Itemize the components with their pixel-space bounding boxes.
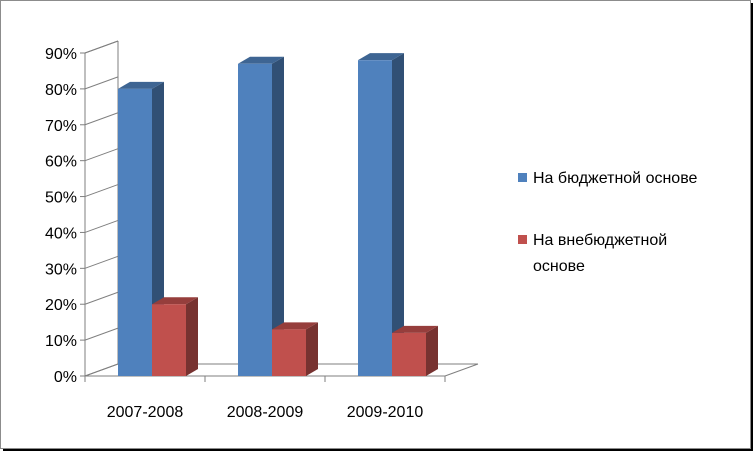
bar-side <box>272 56 284 377</box>
y-tick-label: 0% <box>54 369 77 386</box>
y-tick-depth <box>84 219 119 233</box>
bar-side <box>426 325 438 376</box>
y-tick-label: 30% <box>45 261 77 278</box>
x-tick-label: 2009-2010 <box>347 404 424 421</box>
y-tick-label: 80% <box>45 82 77 99</box>
bar-front <box>118 88 152 376</box>
y-tick-depth <box>84 327 119 341</box>
y-tick-depth <box>84 184 119 198</box>
bar-front <box>358 60 392 377</box>
bar-extrabudget-2008-2009 <box>272 322 318 376</box>
legend-swatch-extrabudget <box>518 235 527 244</box>
bar-front <box>152 304 186 376</box>
bar-side <box>186 297 198 376</box>
bar-top <box>238 56 284 64</box>
bar-top <box>152 297 198 305</box>
legend-swatch-budget <box>518 173 527 182</box>
y-tick-label: 40% <box>45 225 77 242</box>
y-tick-label: 90% <box>45 46 77 63</box>
y-tick-depth <box>84 40 119 54</box>
bar-extrabudget-2007-2008 <box>152 297 198 376</box>
bar-side <box>306 322 318 376</box>
y-tick-label: 20% <box>45 297 77 314</box>
y-tick-label: 50% <box>45 190 77 207</box>
y-tick-label: 70% <box>45 118 77 135</box>
x-tick-label: 2007-2008 <box>107 404 184 421</box>
bar-budget-2009-2010 <box>358 53 404 377</box>
y-tick-label: 60% <box>45 154 77 171</box>
y-tick-depth <box>84 363 119 377</box>
y-tick-depth <box>84 112 119 126</box>
x-tick-label: 2008-2009 <box>227 404 304 421</box>
bar-top <box>118 81 164 89</box>
floor-right-edge <box>444 363 479 377</box>
y-tick-label: 10% <box>45 333 77 350</box>
chart-bars <box>118 53 438 377</box>
y-tick-depth <box>84 76 119 90</box>
legend-label-budget: На бюджетной основе <box>533 170 698 187</box>
bar-front <box>392 332 426 376</box>
y-tick-depth <box>84 291 119 305</box>
bar-front <box>272 329 306 376</box>
y-tick-depth <box>84 148 119 162</box>
bar-top <box>392 325 438 333</box>
bar-front <box>238 63 272 377</box>
bar-extrabudget-2009-2010 <box>392 325 438 376</box>
bar-top <box>272 322 318 330</box>
bar-side <box>392 53 404 377</box>
chart-legend: На бюджетной основе На внебюджетной основе <box>518 170 698 275</box>
legend-label-extrabudget: На внебюджетной <box>533 232 667 249</box>
y-tick-depth <box>84 255 119 269</box>
bar-top <box>358 53 404 61</box>
chart-labels: 0% 10% 20% 30% 40% 50% 60% 70% 80% 90% 2007-2008 20… <box>45 46 423 421</box>
legend-label-extrabudget: основе <box>533 258 585 275</box>
bar-budget-2008-2009 <box>238 56 284 377</box>
